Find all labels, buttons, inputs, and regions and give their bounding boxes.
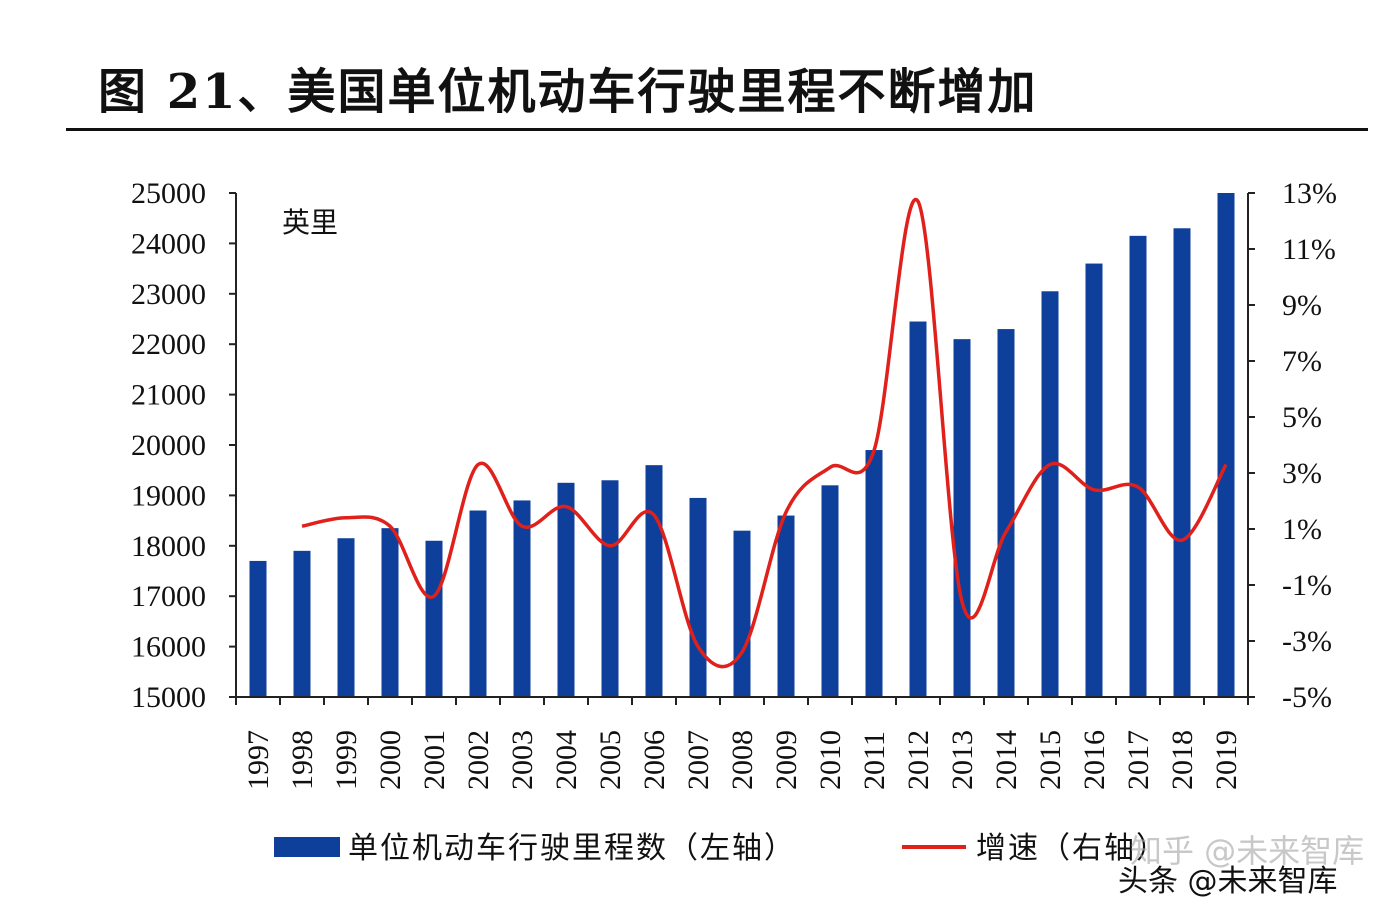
bar-1999: [337, 538, 355, 697]
x-tick-2007: 2007: [682, 730, 715, 790]
bar-2005: [601, 480, 619, 697]
axes: [229, 192, 1255, 705]
x-tick-2001: 2001: [418, 730, 451, 790]
x-tick-1998: 1998: [286, 730, 319, 790]
bar-2002: [469, 510, 487, 697]
x-tick-2002: 2002: [462, 730, 495, 790]
x-tick-2010: 2010: [814, 730, 847, 790]
x-tick-2004: 2004: [550, 730, 583, 790]
chart-title: 图 21、美国单位机动车行驶里程不断增加: [98, 64, 1038, 120]
y-left-tick: 21000: [131, 379, 206, 412]
bar-2008: [733, 530, 751, 697]
y-left-tick: 20000: [131, 429, 206, 462]
x-tick-1997: 1997: [242, 730, 275, 790]
y-left-tick: 23000: [131, 278, 206, 311]
x-tick-2011: 2011: [858, 731, 891, 790]
y-right-tick: 5%: [1282, 401, 1322, 434]
y-right-tick: 7%: [1282, 345, 1322, 378]
x-tick-1999: 1999: [330, 730, 363, 790]
bar-2013: [953, 339, 971, 697]
legend-bar-swatch: [274, 837, 340, 857]
watermark-zhihu: 知乎 @未来智库: [1130, 832, 1365, 870]
title-underline: [66, 128, 1368, 131]
bar-2014: [997, 329, 1015, 697]
bar-1998: [293, 550, 311, 697]
bar-2006: [645, 465, 663, 697]
bar-1997: [249, 560, 267, 697]
legend-bar-label: 单位机动车行驶里程数（左轴）: [348, 831, 796, 866]
x-tick-2005: 2005: [594, 730, 627, 790]
bar-2010: [821, 485, 839, 697]
y-left-tick: 24000: [131, 227, 206, 260]
bar-2012: [909, 321, 927, 697]
y-right-tick: -3%: [1282, 625, 1332, 658]
y-left-tick: 15000: [131, 681, 206, 714]
legend-line-label: 增速（右轴）: [976, 831, 1168, 866]
watermark-toutiao: 头条 @未来智库: [1118, 864, 1338, 899]
y-left-tick: 18000: [131, 530, 206, 563]
bar-2011: [865, 450, 883, 697]
x-tick-2016: 2016: [1078, 730, 1111, 790]
bar-2000: [381, 528, 399, 697]
x-tick-2017: 2017: [1122, 730, 1155, 790]
x-tick-2019: 2019: [1210, 730, 1243, 790]
x-tick-2008: 2008: [726, 730, 759, 790]
y-right-tick: -1%: [1282, 569, 1332, 602]
x-axis-ticks: 1997 1998 1999 2000 2001 2002 2003 2004 2005 2006…: [242, 730, 1243, 790]
bar-2004: [557, 482, 575, 697]
bar-2016: [1085, 263, 1103, 697]
x-tick-2014: 2014: [990, 730, 1023, 790]
bar-2017: [1129, 235, 1147, 697]
bar-series: [249, 193, 1235, 697]
bar-2007: [689, 497, 707, 697]
y-right-tick: 3%: [1282, 457, 1322, 490]
bar-2019: [1217, 193, 1235, 697]
x-tick-2003: 2003: [506, 730, 539, 790]
bar-2001: [425, 540, 443, 697]
y-right-tick: 9%: [1282, 289, 1322, 322]
x-tick-2013: 2013: [946, 730, 979, 790]
left-axis-ticks: 15000 16000 17000 18000 19000 20000 21000 22000…: [131, 177, 206, 714]
growth-rate-line: [301, 197, 1228, 669]
y-left-tick: 22000: [131, 328, 206, 361]
unit-label: 英里: [282, 206, 338, 239]
y-left-tick: 16000: [131, 631, 206, 664]
y-right-tick: -5%: [1282, 681, 1332, 714]
y-right-tick: 11%: [1282, 233, 1336, 266]
x-tick-2018: 2018: [1166, 730, 1199, 790]
legend: 单位机动车行驶里程数（左轴） 增速（右轴）: [274, 831, 1168, 866]
y-left-tick: 25000: [131, 177, 206, 210]
y-left-tick: 17000: [131, 580, 206, 613]
bar-2018: [1173, 228, 1191, 697]
bar-2009: [777, 515, 795, 697]
y-left-tick: 19000: [131, 479, 206, 512]
x-tick-2009: 2009: [770, 730, 803, 790]
x-tick-2000: 2000: [374, 730, 407, 790]
x-tick-2006: 2006: [638, 730, 671, 790]
bar-2003: [513, 500, 531, 697]
bar-2015: [1041, 291, 1059, 697]
right-axis-ticks: -5% -3% -1% 1% 3% 5% 7% 9% 11% 13%: [1282, 177, 1337, 714]
y-right-tick: 1%: [1282, 513, 1322, 546]
y-right-tick: 13%: [1282, 177, 1337, 210]
x-tick-2012: 2012: [902, 730, 935, 790]
x-tick-2015: 2015: [1034, 730, 1067, 790]
